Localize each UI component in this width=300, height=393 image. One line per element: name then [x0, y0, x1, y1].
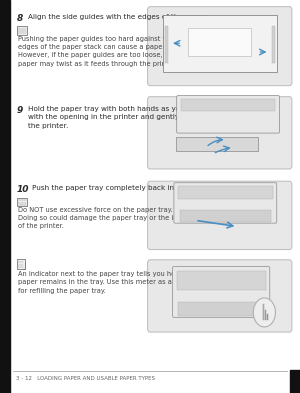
FancyBboxPatch shape — [148, 181, 292, 250]
Bar — [178, 186, 273, 199]
Text: An indicator next to the paper tray tells you how much
paper remains in the tray: An indicator next to the paper tray tell… — [18, 271, 201, 294]
Text: 8: 8 — [16, 14, 23, 23]
Text: Do NOT use excessive force on the paper tray.
Doing so could damage the paper tr: Do NOT use excessive force on the paper … — [18, 207, 191, 229]
FancyBboxPatch shape — [172, 266, 270, 317]
Bar — [180, 209, 271, 222]
Bar — [17, 26, 27, 35]
Bar — [265, 310, 266, 320]
FancyBboxPatch shape — [177, 95, 280, 133]
FancyBboxPatch shape — [148, 260, 292, 332]
Text: 3 - 12   LOADING PAPER AND USABLE PAPER TYPES: 3 - 12 LOADING PAPER AND USABLE PAPER TY… — [16, 376, 155, 381]
FancyBboxPatch shape — [174, 183, 277, 223]
Bar — [163, 15, 277, 72]
Bar — [181, 99, 275, 111]
Text: 9: 9 — [16, 106, 23, 115]
Text: 10: 10 — [16, 185, 29, 194]
Bar — [290, 370, 300, 393]
Bar — [272, 26, 274, 63]
FancyBboxPatch shape — [17, 259, 25, 269]
Bar — [177, 270, 266, 290]
Circle shape — [253, 298, 275, 327]
Text: Pushing the paper guides too hard against the
edges of the paper stack can cause: Pushing the paper guides too hard agains… — [18, 36, 182, 66]
FancyBboxPatch shape — [148, 7, 292, 86]
Bar — [176, 137, 258, 151]
Bar — [262, 305, 264, 320]
Bar — [267, 314, 268, 320]
Text: Push the paper tray completely back into the printer.: Push the paper tray completely back into… — [32, 185, 224, 191]
Text: Align the side guides with the edges of the paper.: Align the side guides with the edges of … — [28, 14, 208, 20]
FancyBboxPatch shape — [148, 97, 292, 169]
Bar — [188, 28, 251, 56]
Bar — [165, 26, 168, 63]
Text: Hold the paper tray with both hands as you align it
with the opening in the prin: Hold the paper tray with both hands as y… — [28, 106, 217, 129]
Bar — [0, 0, 10, 393]
Bar — [17, 198, 27, 206]
Bar — [178, 303, 264, 316]
